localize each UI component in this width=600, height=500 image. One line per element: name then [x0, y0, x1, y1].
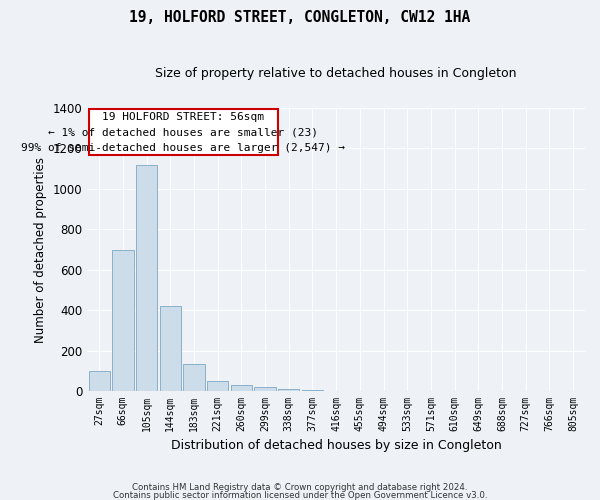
Text: 19, HOLFORD STREET, CONGLETON, CW12 1HA: 19, HOLFORD STREET, CONGLETON, CW12 1HA: [130, 10, 470, 25]
Bar: [160, 306, 181, 391]
Bar: [112, 250, 134, 391]
Bar: [231, 385, 252, 391]
Bar: [207, 381, 229, 391]
X-axis label: Distribution of detached houses by size in Congleton: Distribution of detached houses by size …: [171, 440, 502, 452]
Text: Contains HM Land Registry data © Crown copyright and database right 2024.: Contains HM Land Registry data © Crown c…: [132, 484, 468, 492]
Bar: [136, 164, 157, 391]
Bar: [302, 390, 323, 391]
Bar: [254, 388, 276, 391]
Text: 19 HOLFORD STREET: 56sqm
← 1% of detached houses are smaller (23)
99% of semi-de: 19 HOLFORD STREET: 56sqm ← 1% of detache…: [22, 112, 346, 153]
Text: Contains public sector information licensed under the Open Government Licence v3: Contains public sector information licen…: [113, 490, 487, 500]
FancyBboxPatch shape: [89, 110, 278, 155]
Bar: [278, 389, 299, 391]
Bar: [89, 371, 110, 391]
Y-axis label: Number of detached properties: Number of detached properties: [34, 156, 47, 342]
Bar: [184, 364, 205, 391]
Title: Size of property relative to detached houses in Congleton: Size of property relative to detached ho…: [155, 68, 517, 80]
